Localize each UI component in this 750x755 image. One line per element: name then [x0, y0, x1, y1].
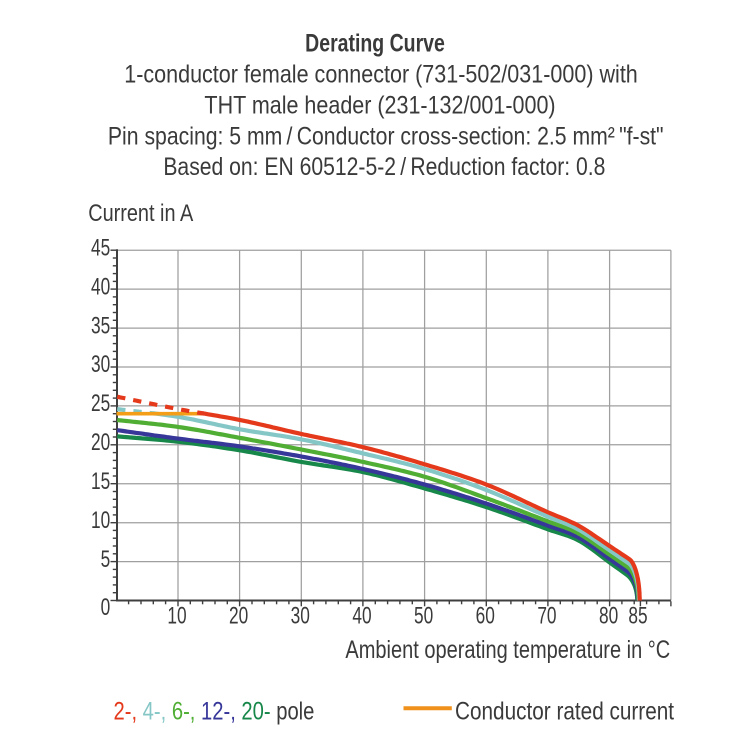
svg-text:10: 10 [91, 507, 110, 533]
svg-text:50: 50 [414, 603, 433, 629]
svg-text:Derating Curve: Derating Curve [305, 29, 445, 57]
svg-text:1-conductor female connector (: 1-conductor female connector (731-502/03… [124, 60, 638, 88]
svg-text:Conductor rated current: Conductor rated current [455, 696, 675, 724]
svg-text:Based on: EN 60512-5-2 / Reduc: Based on: EN 60512-5-2 / Reduction facto… [163, 153, 605, 181]
svg-text:10: 10 [167, 603, 186, 629]
svg-text:Pin spacing: 5 mm / Conductor: Pin spacing: 5 mm / Conductor cross-sect… [108, 122, 664, 150]
svg-text:25: 25 [91, 390, 110, 416]
svg-text:85: 85 [628, 603, 647, 629]
svg-text:60: 60 [476, 603, 495, 629]
svg-text:20: 20 [229, 603, 248, 629]
svg-text:20: 20 [91, 429, 110, 455]
svg-text:45: 45 [91, 235, 110, 261]
svg-text:0: 0 [101, 594, 111, 620]
svg-text:35: 35 [91, 313, 110, 339]
svg-text:THT male header (231-132/001-0: THT male header (231-132/001-000) [204, 91, 555, 119]
svg-text:2-, 4-, 6-, 12-, 20- pole: 2-, 4-, 6-, 12-, 20- pole [114, 696, 315, 725]
svg-text:40: 40 [91, 274, 110, 300]
svg-text:30: 30 [291, 603, 310, 629]
svg-text:70: 70 [537, 603, 556, 629]
svg-text:Current in A: Current in A [88, 199, 193, 226]
svg-text:30: 30 [91, 352, 110, 378]
svg-text:15: 15 [91, 468, 110, 494]
svg-text:5: 5 [101, 546, 111, 572]
svg-text:Ambient operating temperature: Ambient operating temperature in °C [345, 636, 670, 664]
svg-text:40: 40 [352, 603, 371, 629]
svg-text:80: 80 [599, 603, 618, 629]
